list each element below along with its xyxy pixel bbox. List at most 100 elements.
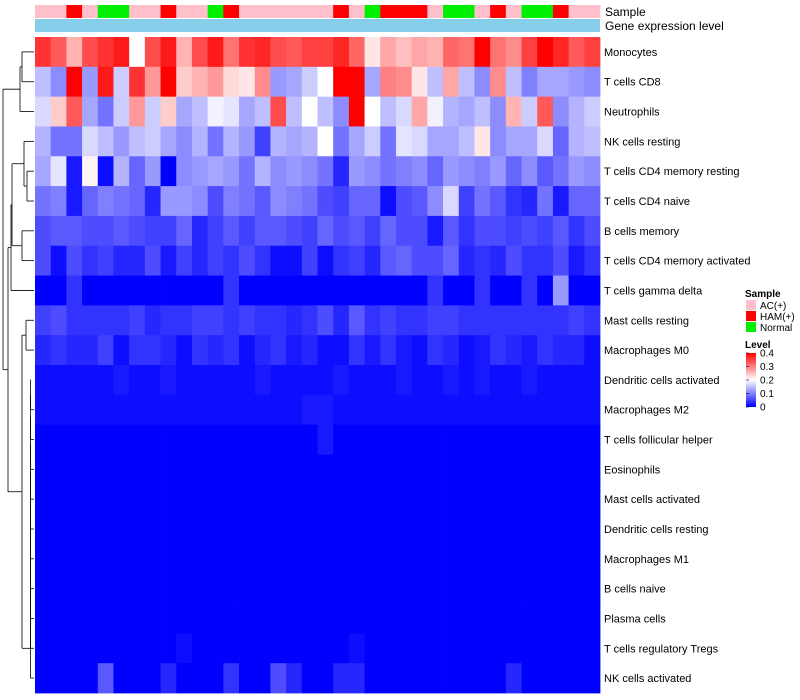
sample-annotation-cell bbox=[474, 5, 491, 18]
heatmap-cell bbox=[521, 543, 538, 575]
heatmap-cell bbox=[458, 603, 475, 634]
heatmap-cell bbox=[191, 663, 209, 694]
heatmap-cell bbox=[537, 454, 554, 485]
heatmap-cell bbox=[129, 96, 146, 127]
heatmap-cell bbox=[176, 305, 193, 336]
heatmap-cell bbox=[113, 484, 130, 515]
heatmap-cell bbox=[301, 603, 318, 634]
heatmap-cell bbox=[50, 275, 67, 306]
heatmap-cell bbox=[505, 573, 522, 604]
sample-annotation-cell bbox=[301, 5, 318, 18]
heatmap-cell bbox=[395, 245, 413, 276]
heatmap-cell bbox=[66, 275, 83, 306]
heatmap-cell bbox=[301, 573, 318, 604]
sample-annotation-cell bbox=[552, 5, 570, 18]
heatmap-cell bbox=[521, 37, 538, 68]
heatmap-cell bbox=[66, 186, 83, 217]
heatmap-cell bbox=[568, 275, 585, 306]
heatmap-cell bbox=[35, 663, 52, 694]
heatmap-cell bbox=[82, 663, 99, 694]
heatmap-cell bbox=[505, 454, 522, 485]
heatmap-cell bbox=[317, 394, 334, 426]
heatmap-cell bbox=[207, 305, 224, 336]
heatmap-cell bbox=[97, 663, 114, 694]
heatmap-cell bbox=[35, 394, 52, 426]
sample-annotation-cell bbox=[505, 5, 522, 18]
heatmap-cell bbox=[568, 245, 585, 276]
heatmap-cell bbox=[348, 484, 365, 515]
heatmap-cell bbox=[176, 335, 193, 366]
heatmap-cell bbox=[176, 96, 193, 127]
heatmap-cell bbox=[490, 573, 507, 604]
heatmap-cell bbox=[223, 394, 240, 426]
row-label: Mast cells resting bbox=[604, 315, 689, 327]
sample-annotation-cell bbox=[144, 5, 161, 18]
heatmap-cell bbox=[301, 215, 318, 247]
heatmap-cell bbox=[160, 603, 177, 634]
heatmap-cell bbox=[333, 484, 350, 515]
heatmap-cell bbox=[176, 66, 193, 98]
row-label: Dendritic cells resting bbox=[604, 524, 709, 536]
heatmap-cell bbox=[35, 633, 52, 664]
heatmap-cell bbox=[584, 37, 601, 68]
level-legend-title: Level bbox=[745, 340, 771, 351]
heatmap-cell bbox=[50, 96, 67, 127]
heatmap-cell bbox=[286, 215, 303, 247]
sample-annotation-cell bbox=[113, 5, 130, 18]
heatmap-cell bbox=[270, 305, 287, 336]
heatmap-cell bbox=[160, 543, 177, 575]
heatmap-cell bbox=[207, 96, 224, 127]
heatmap-cell bbox=[490, 96, 507, 127]
heatmap-cell bbox=[364, 573, 381, 604]
heatmap-cell bbox=[317, 275, 334, 306]
sample-annotation-cell bbox=[207, 5, 224, 18]
heatmap-cell bbox=[364, 484, 381, 515]
heatmap-cell bbox=[144, 543, 161, 575]
heatmap-cell bbox=[50, 603, 67, 634]
heatmap-cell bbox=[490, 394, 507, 426]
heatmap-cell bbox=[286, 156, 303, 187]
heatmap-cell bbox=[380, 156, 397, 187]
heatmap-cell bbox=[113, 454, 130, 485]
heatmap-cell bbox=[411, 454, 428, 485]
heatmap-cell bbox=[254, 275, 271, 306]
heatmap-cell bbox=[254, 126, 271, 157]
heatmap-cell bbox=[411, 215, 428, 247]
heatmap-cell bbox=[35, 365, 52, 396]
heatmap-cell bbox=[286, 603, 303, 634]
heatmap-cell bbox=[474, 663, 491, 694]
sample-annotation-cell bbox=[239, 5, 256, 18]
heatmap-cell bbox=[380, 633, 397, 664]
heatmap-cell bbox=[191, 603, 209, 634]
heatmap-cell bbox=[207, 573, 224, 604]
heatmap-cell bbox=[521, 365, 538, 396]
heatmap-cell bbox=[568, 514, 585, 545]
heatmap-cell bbox=[160, 335, 177, 366]
heatmap-cell bbox=[270, 215, 287, 247]
row-label: Macrophages M0 bbox=[604, 345, 689, 357]
heatmap-cell bbox=[537, 96, 554, 127]
heatmap-cell bbox=[474, 186, 491, 217]
heatmap-cell bbox=[537, 156, 554, 187]
heatmap-cell bbox=[474, 514, 491, 545]
heatmap-cell bbox=[317, 305, 334, 336]
heatmap-cell bbox=[458, 186, 475, 217]
heatmap-cell bbox=[505, 484, 522, 515]
heatmap-cell bbox=[505, 66, 522, 98]
heatmap-cell bbox=[380, 275, 397, 306]
heatmap-cell bbox=[521, 156, 538, 187]
heatmap-cell bbox=[411, 543, 428, 575]
heatmap-cell bbox=[427, 514, 444, 545]
heatmap-cell bbox=[176, 186, 193, 217]
heatmap-cell bbox=[317, 186, 334, 217]
sample-annotation-cell bbox=[537, 5, 554, 18]
heatmap-cell bbox=[50, 543, 67, 575]
heatmap-cell bbox=[191, 335, 209, 366]
heatmap-cell bbox=[207, 663, 224, 694]
heatmap-cell bbox=[50, 245, 67, 276]
heatmap-cell bbox=[82, 454, 99, 485]
heatmap-cell bbox=[82, 603, 99, 634]
heatmap-cell bbox=[176, 37, 193, 68]
heatmap-cell bbox=[333, 245, 350, 276]
heatmap-cell bbox=[380, 484, 397, 515]
